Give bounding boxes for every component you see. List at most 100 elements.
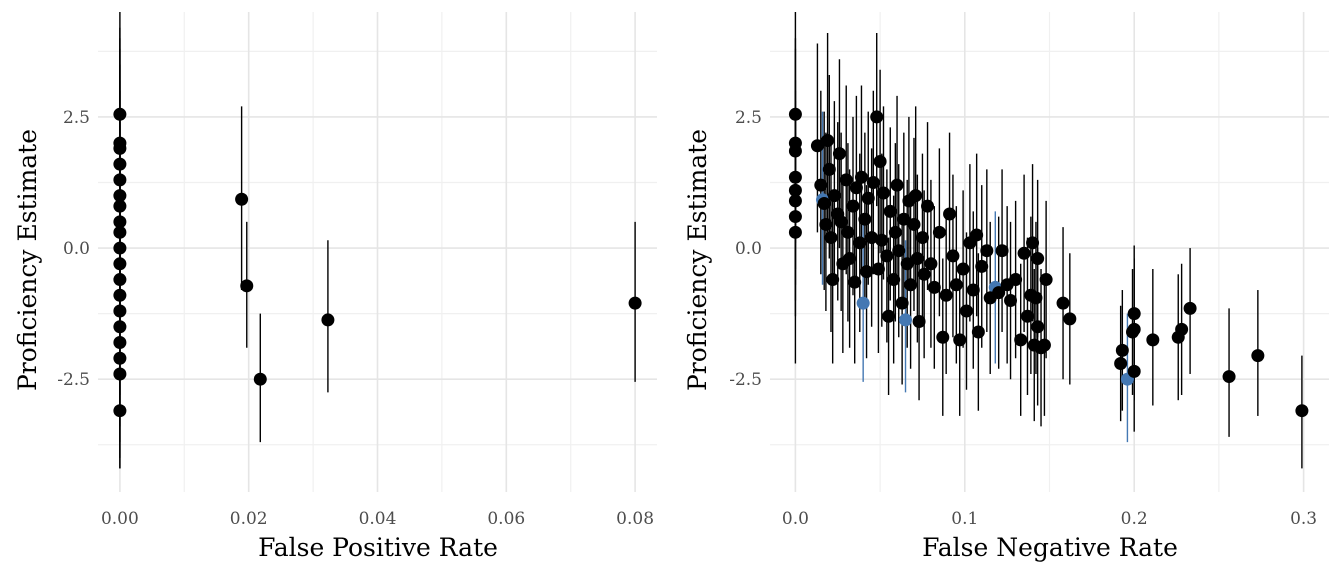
data-point bbox=[826, 273, 840, 287]
data-point bbox=[814, 178, 828, 192]
data-point bbox=[821, 134, 835, 148]
data-point bbox=[897, 212, 911, 226]
data-point bbox=[949, 278, 963, 292]
data-point bbox=[113, 189, 127, 203]
x-tick-label: 0.3 bbox=[1290, 509, 1317, 529]
data-point bbox=[1063, 312, 1077, 326]
data-point bbox=[1146, 333, 1160, 347]
data-point bbox=[113, 288, 127, 302]
data-point bbox=[892, 244, 906, 258]
y-axis-title: Proficiency Estimate bbox=[13, 129, 42, 391]
data-point bbox=[882, 309, 896, 323]
y-axis-title: Proficiency Estimate bbox=[683, 129, 712, 391]
y-tick-label: 0.0 bbox=[63, 239, 90, 259]
data-point bbox=[866, 175, 880, 189]
data-point bbox=[992, 286, 1006, 300]
data-point bbox=[939, 288, 953, 302]
data-point bbox=[876, 186, 890, 200]
data-point bbox=[846, 199, 860, 213]
data-point bbox=[1026, 236, 1040, 250]
data-point bbox=[113, 215, 127, 229]
data-point bbox=[883, 204, 897, 218]
data-point bbox=[1031, 320, 1045, 334]
data-point bbox=[113, 107, 127, 121]
data-point bbox=[832, 147, 846, 161]
data-point bbox=[917, 267, 931, 281]
data-point bbox=[827, 189, 841, 203]
data-point bbox=[321, 313, 335, 327]
data-point bbox=[946, 249, 960, 263]
data-point bbox=[871, 262, 885, 276]
y-tick-label: -2.5 bbox=[729, 370, 762, 390]
data-point bbox=[788, 210, 802, 224]
data-point bbox=[910, 252, 924, 266]
data-point bbox=[854, 170, 868, 184]
data-point bbox=[970, 228, 984, 242]
data-point bbox=[788, 107, 802, 121]
data-point bbox=[915, 231, 929, 245]
data-point bbox=[873, 155, 887, 169]
data-point bbox=[113, 304, 127, 318]
data-point bbox=[980, 244, 994, 258]
x-tick-label: 0.04 bbox=[359, 509, 397, 529]
data-point bbox=[113, 141, 127, 155]
false-positive-panel: -2.5 0.0 2.5 0.00 0.02 0.04 0.06 0.08 False Po… bbox=[13, 12, 657, 562]
data-point bbox=[1127, 322, 1141, 336]
data-point bbox=[834, 215, 848, 229]
data-point bbox=[810, 139, 824, 153]
data-point bbox=[819, 217, 833, 231]
data-point bbox=[936, 330, 950, 344]
data-point bbox=[113, 225, 127, 239]
data-point bbox=[788, 170, 802, 184]
data-point bbox=[113, 241, 127, 255]
data-point bbox=[924, 257, 938, 271]
data-point bbox=[1127, 307, 1141, 321]
y-tick-label: 0.0 bbox=[735, 239, 762, 259]
data-point bbox=[253, 372, 267, 386]
data-point bbox=[235, 192, 249, 206]
data-point bbox=[113, 257, 127, 271]
data-point bbox=[113, 335, 127, 349]
data-point bbox=[895, 296, 909, 310]
data-point bbox=[839, 173, 853, 187]
data-point bbox=[865, 231, 879, 245]
data-point bbox=[113, 351, 127, 365]
data-point bbox=[113, 157, 127, 171]
x-tick-label: 0.00 bbox=[101, 509, 139, 529]
x-tick-labels: 0.00 0.02 0.04 0.06 0.08 bbox=[101, 509, 654, 529]
data-point bbox=[971, 325, 985, 339]
data-point bbox=[966, 283, 980, 297]
data-point bbox=[887, 273, 901, 287]
data-point bbox=[849, 181, 863, 195]
data-point bbox=[824, 231, 838, 245]
data-point bbox=[890, 178, 904, 192]
x-axis-title: False Positive Rate bbox=[258, 533, 498, 562]
x-tick-labels: 0.0 0.1 0.2 0.3 bbox=[782, 509, 1317, 529]
x-tick-label: 0.02 bbox=[230, 509, 268, 529]
data-point bbox=[1029, 291, 1043, 305]
data-point bbox=[1175, 322, 1189, 336]
data-point bbox=[1114, 356, 1128, 370]
data-point bbox=[921, 199, 935, 213]
data-point bbox=[1020, 309, 1034, 323]
data-point bbox=[841, 225, 855, 239]
data-point bbox=[1056, 296, 1070, 310]
data-point bbox=[856, 296, 870, 310]
data-point bbox=[822, 162, 836, 176]
data-point bbox=[113, 273, 127, 287]
data-point bbox=[959, 304, 973, 318]
x-tick-label: 0.08 bbox=[616, 509, 654, 529]
data-point bbox=[113, 404, 127, 418]
data-marks bbox=[113, 12, 642, 469]
data-marks bbox=[788, 12, 1309, 469]
data-point bbox=[904, 278, 918, 292]
data-point bbox=[932, 225, 946, 239]
y-tick-label: 2.5 bbox=[735, 108, 762, 128]
data-point bbox=[943, 207, 957, 221]
x-tick-label: 0.06 bbox=[487, 509, 525, 529]
data-point bbox=[909, 189, 923, 203]
data-point bbox=[880, 249, 894, 263]
data-point bbox=[1183, 301, 1197, 315]
